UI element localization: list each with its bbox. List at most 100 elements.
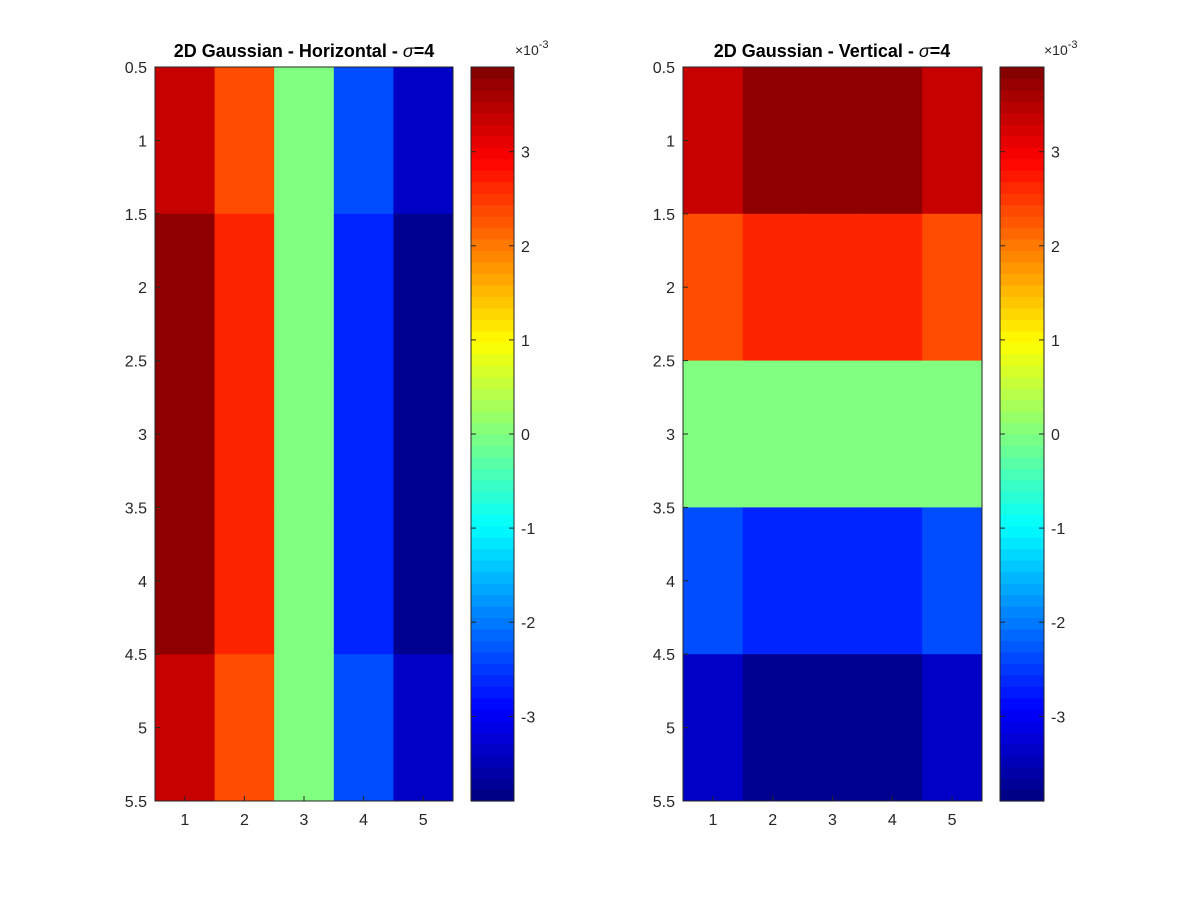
heatmap-cell bbox=[862, 67, 923, 215]
colorbar-band bbox=[471, 766, 514, 779]
colorbar-band bbox=[471, 250, 514, 263]
colorbar-band bbox=[471, 594, 514, 607]
colorbar-band bbox=[471, 617, 514, 630]
x-tick-label: 3 bbox=[828, 812, 837, 829]
colorbar-band bbox=[471, 239, 514, 252]
colorbar-tick-label: -2 bbox=[1051, 615, 1065, 632]
colorbar-band bbox=[1000, 456, 1044, 470]
colorbar-band bbox=[471, 720, 514, 733]
colorbar-band bbox=[471, 124, 514, 137]
colorbar-band bbox=[1000, 571, 1044, 584]
heatmap-cell bbox=[922, 360, 983, 508]
colorbar-band bbox=[1000, 640, 1044, 653]
colorbar-band bbox=[471, 479, 514, 492]
colorbar-band bbox=[471, 193, 514, 206]
heatmap-cell bbox=[155, 360, 216, 508]
colorbar-band bbox=[471, 261, 514, 275]
y-tick-label: 2 bbox=[138, 280, 147, 297]
colorbar-band bbox=[1000, 720, 1044, 733]
heatmap-cell bbox=[922, 654, 983, 802]
colorbar-band bbox=[1000, 124, 1044, 137]
colorbar-band bbox=[1000, 193, 1044, 206]
colorbar-band bbox=[1000, 491, 1044, 504]
x-tick-label: 4 bbox=[359, 812, 368, 829]
colorbar-band bbox=[471, 112, 514, 125]
y-tick-label: 3 bbox=[138, 427, 147, 444]
colorbar-band bbox=[1000, 296, 1044, 309]
x-tick-label: 1 bbox=[708, 812, 717, 829]
y-tick-label: 4.5 bbox=[653, 647, 675, 664]
colorbar-band bbox=[1000, 158, 1044, 171]
chart-title: 2D Gaussian - Vertical - σ=4 bbox=[714, 41, 950, 61]
y-tick-label: 4 bbox=[666, 574, 675, 591]
heatmap-cell bbox=[333, 360, 394, 508]
colorbar-tick-label: 2 bbox=[521, 239, 530, 256]
colorbar-band bbox=[471, 365, 514, 378]
colorbar-band bbox=[1000, 342, 1044, 355]
y-tick-label: 5 bbox=[138, 721, 147, 738]
heatmap-cell bbox=[922, 507, 983, 655]
heatmap-cell bbox=[742, 360, 804, 508]
heatmap-cell bbox=[155, 654, 216, 802]
colorbar-band bbox=[471, 170, 514, 183]
colorbar-band bbox=[1000, 353, 1044, 366]
colorbar-band bbox=[1000, 376, 1044, 389]
colorbar-band bbox=[471, 330, 514, 343]
colorbar-band bbox=[1000, 479, 1044, 492]
colorbar-band bbox=[1000, 514, 1044, 527]
colorbar-tick-label: 3 bbox=[521, 145, 530, 162]
colorbar-band bbox=[1000, 399, 1044, 412]
x-tick-label: 3 bbox=[300, 812, 309, 829]
colorbar-band bbox=[1000, 319, 1044, 332]
colorbar-band bbox=[1000, 250, 1044, 263]
colorbar-band bbox=[1000, 709, 1044, 722]
heatmap-cell bbox=[742, 213, 804, 362]
colorbar-band bbox=[471, 284, 514, 297]
colorbar-band bbox=[1000, 628, 1044, 642]
colorbar-band bbox=[1000, 273, 1044, 286]
colorbar-band bbox=[471, 628, 514, 642]
colorbar-tick-label: -3 bbox=[1051, 709, 1065, 726]
colorbar-band bbox=[471, 135, 514, 148]
heatmap-cell bbox=[802, 67, 863, 215]
colorbar-band bbox=[1000, 330, 1044, 343]
colorbar-band bbox=[1000, 112, 1044, 125]
colorbar-band bbox=[471, 227, 514, 240]
heatmap-panel-2: 1 2 3 4 5 0.5 1 1.5 2 2.5 3 3.5 4 4.5 5 5.5 2D Gaussian … bbox=[653, 39, 1078, 829]
y-tick-label: 2 bbox=[666, 280, 675, 297]
heatmap-cell bbox=[802, 654, 863, 802]
colorbar-band bbox=[471, 158, 514, 171]
colorbar-band bbox=[1000, 606, 1044, 619]
colorbar-band bbox=[1000, 697, 1044, 710]
colorbar-band bbox=[471, 388, 514, 401]
y-tick-label: 1 bbox=[138, 133, 147, 150]
colorbar-band bbox=[471, 743, 514, 756]
heatmap-cell bbox=[214, 654, 275, 802]
colorbar-band bbox=[471, 445, 514, 458]
plots-layer: 1 2 3 4 5 0.5 1 1.5 2 2.5 3 3.5 4 4.5 5 5.5 2D Gaussian … bbox=[125, 39, 1078, 829]
chart-title: 2D Gaussian - Horizontal - σ=4 bbox=[174, 41, 434, 61]
heatmap-cell bbox=[393, 360, 454, 508]
colorbar-band bbox=[471, 548, 514, 561]
colorbar-band bbox=[1000, 468, 1044, 481]
colorbar-tick-label: -1 bbox=[521, 521, 535, 538]
colorbar-band bbox=[1000, 789, 1044, 802]
heatmap-cell bbox=[274, 67, 335, 215]
colorbar-band bbox=[1000, 67, 1044, 80]
colorbar-band bbox=[471, 640, 514, 653]
heatmap-cell bbox=[274, 360, 335, 508]
heatmap-cell bbox=[802, 213, 863, 362]
colorbar-band bbox=[471, 204, 514, 217]
colorbar-band bbox=[1000, 755, 1044, 768]
colorbar-band bbox=[471, 216, 514, 229]
colorbar-band bbox=[471, 342, 514, 355]
y-tick-label: 0.5 bbox=[125, 60, 147, 77]
x-tick-label: 4 bbox=[888, 812, 897, 829]
colorbar-band bbox=[1000, 663, 1044, 676]
heatmap-cell bbox=[862, 654, 923, 802]
y-tick-label: 1.5 bbox=[653, 207, 675, 224]
colorbar-band bbox=[471, 307, 514, 320]
x-tick-label: 1 bbox=[180, 812, 189, 829]
colorbar-band bbox=[471, 468, 514, 481]
heatmap-cell bbox=[214, 507, 275, 655]
